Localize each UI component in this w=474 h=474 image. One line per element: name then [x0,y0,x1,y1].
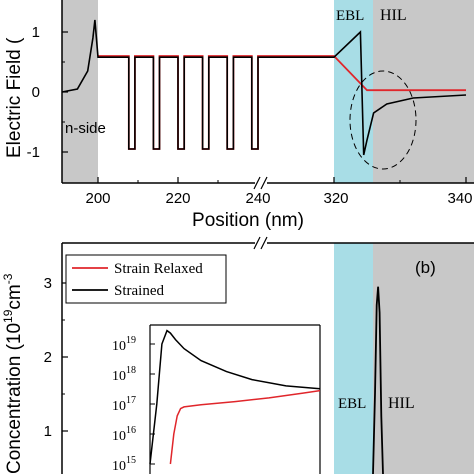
legend-label-strain-relaxed: Strain Relaxed [114,261,203,277]
hil-label-b: HIL [388,395,415,412]
inset-y-tick-label: 1018 [112,365,136,384]
ebl-label-a: EBL [336,8,364,24]
y-axis-title-b-sup2: -3 [1,273,15,284]
y-tick-label-a: 0 [32,84,40,101]
x-tick-label-a: 240 [245,190,270,207]
inset-series-strained [149,329,321,465]
y-tick-label-a: -1 [27,144,40,161]
inset-y-tick-label: 1017 [112,395,136,414]
inset-series-strain-relaxed [169,389,321,465]
y-tick-label-a: 1 [32,24,40,41]
highlight-ellipse [349,70,417,170]
y-tick-label-b: 3 [44,275,52,292]
x-tick-label-a: 340 [447,190,472,207]
y-tick-label-b: 1 [44,423,52,440]
y-axis-title-a: Electric Field ( [4,37,25,158]
hil-region [373,243,474,474]
y-tick-label-b: 2 [44,349,52,366]
inset-y-tick-label: 1016 [112,425,136,444]
legend-label-strained: Strained [114,283,164,299]
y-axis-title-b-main: Concentration (10 [4,323,25,474]
axis-break-a [253,176,268,190]
x-axis-title-a: Position (nm) [192,210,304,231]
hil-label-a: HIL [380,7,407,24]
inset-log-plot: 1019 1018 1017 1016 1015 [112,324,321,474]
hil-region [373,0,474,183]
ebl-region [334,0,373,183]
inset-y-tick-label: 1015 [112,455,136,474]
x-tick-label-a: 200 [85,190,110,207]
axis-break-b [253,236,268,250]
inset-y-tick-label: 1019 [112,335,136,354]
panel-a: 1 0 -1 200 220 240 320 340 n-side EBL [4,0,474,231]
x-tick-label-a: 220 [165,190,190,207]
x-tick-label-a: 320 [323,190,348,207]
series-line-strained [61,19,467,156]
nside-label: n-side [65,120,106,137]
y-axis-title-b-mid: cm [4,284,25,309]
y-axis-title-b-sup1: 19 [1,309,15,323]
ebl-label-b: EBL [338,396,366,412]
inset-background [150,325,320,474]
legend: Strain Relaxed Strained [65,254,227,304]
series-line-strained-b [372,286,384,474]
ebl-region [334,243,373,474]
panel-label-b: (b) [415,258,436,277]
panel-b: 3 2 1 Concentration (1019cm-3 Strain Rel… [1,236,474,474]
y-axis-title-b: Concentration (1019cm-3 [1,273,25,474]
